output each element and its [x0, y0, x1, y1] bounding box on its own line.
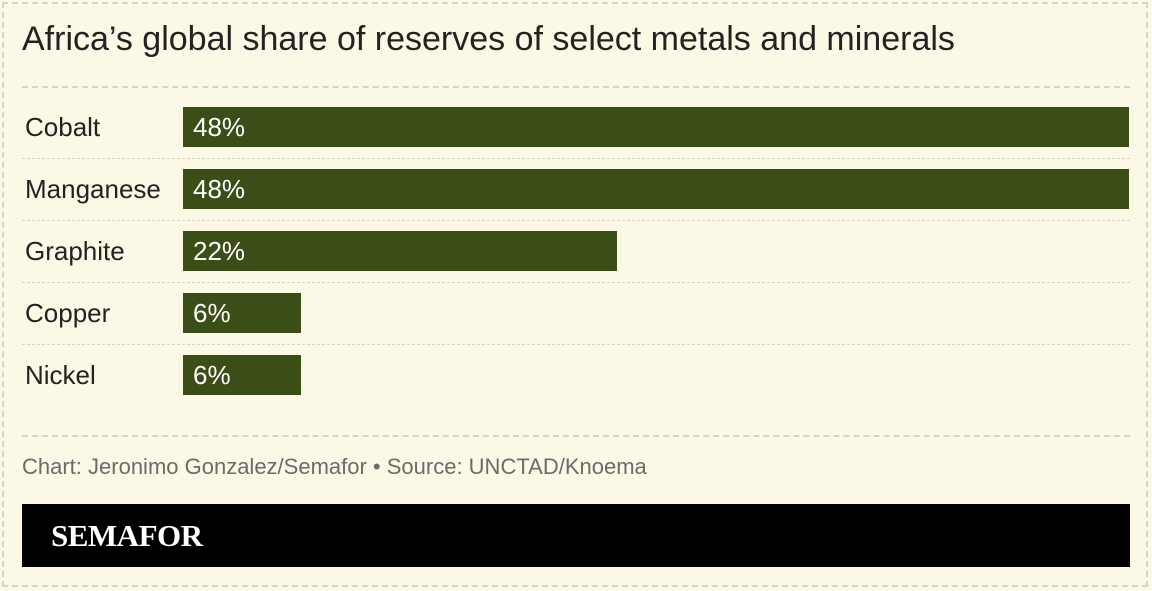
source-credit: Chart: Jeronimo Gonzalez/Semafor • Sourc… [22, 454, 647, 479]
value-label-nickel: 6% [193, 360, 231, 390]
value-label-copper: 6% [193, 298, 231, 328]
title-divider [22, 86, 1130, 88]
source-divider [22, 435, 1130, 437]
category-label-cobalt: Cobalt [25, 112, 101, 142]
category-label-copper: Copper [25, 298, 111, 328]
bar-cobalt: 48% [183, 107, 1129, 147]
bar-manganese: 48% [183, 169, 1129, 209]
category-label-nickel: Nickel [25, 360, 96, 390]
footer-bar: SEMAFOR [22, 504, 1130, 567]
bar-graphite: 22% [183, 231, 617, 271]
row-divider [22, 344, 1130, 345]
category-label-graphite: Graphite [25, 236, 125, 266]
value-label-manganese: 48% [193, 174, 246, 204]
row-divider [22, 220, 1130, 221]
row-divider [22, 282, 1130, 283]
semafor-logo: SEMAFOR [51, 518, 203, 553]
category-label-manganese: Manganese [25, 174, 161, 204]
row-divider [22, 158, 1130, 159]
bar-nickel: 6% [183, 355, 301, 395]
chart-title: Africa’s global share of reserves of sel… [22, 20, 955, 58]
value-label-graphite: 22% [193, 236, 246, 266]
value-label-cobalt: 48% [193, 112, 246, 142]
bar-copper: 6% [183, 293, 301, 333]
